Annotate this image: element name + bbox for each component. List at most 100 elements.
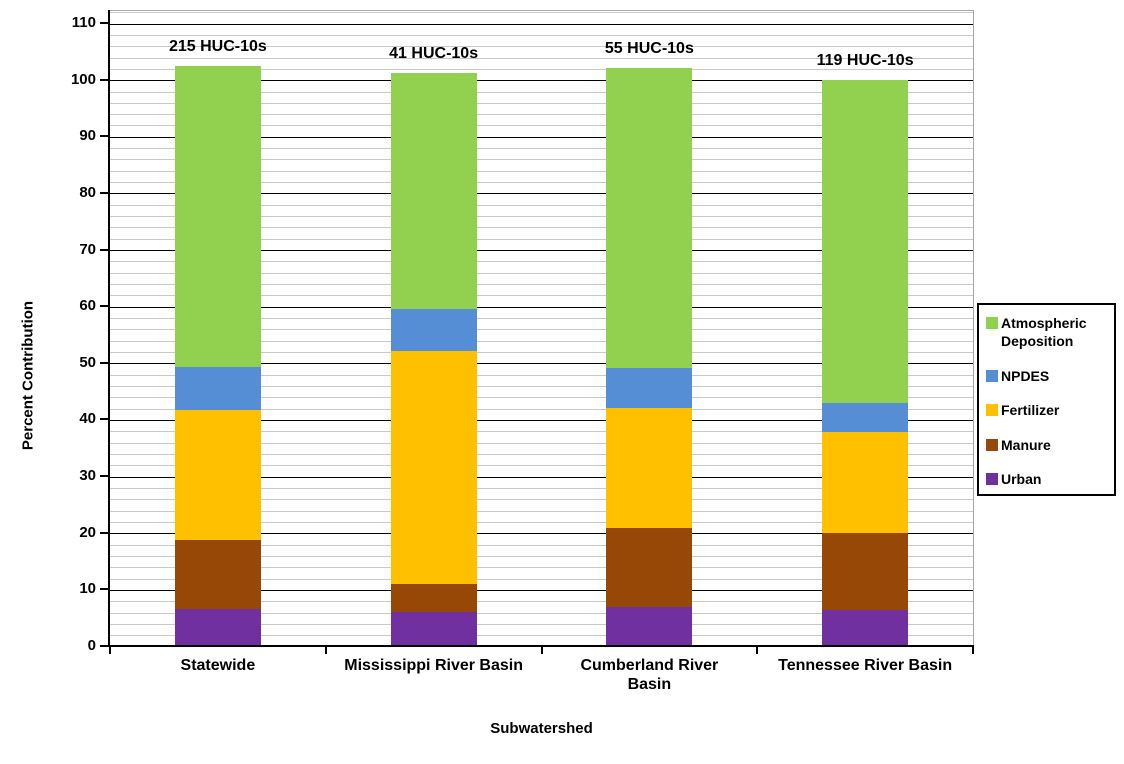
- y-tick-label: 40: [79, 410, 96, 428]
- y-tick-mark: [100, 248, 108, 251]
- gridline: [110, 578, 973, 580]
- x-tick-mark: [972, 646, 974, 654]
- bar-segment-atmospheric-deposition: [390, 73, 477, 310]
- x-axis-title: Subwatershed: [490, 720, 593, 737]
- gridline: [110, 363, 973, 365]
- bar-annotation: 215 HUC-10s: [168, 37, 267, 55]
- gridline: [110, 159, 973, 161]
- y-tick-label: 70: [79, 240, 96, 258]
- gridline: [110, 555, 973, 557]
- gridline: [110, 306, 973, 308]
- y-tick-mark: [100, 588, 108, 591]
- gridline: [110, 12, 973, 14]
- bar-segment-npdes: [174, 366, 261, 410]
- legend-label-line: Deposition: [1001, 333, 1074, 349]
- y-tick-label: 80: [79, 183, 96, 201]
- gridline: [110, 102, 973, 104]
- bar-segment-manure: [606, 528, 693, 608]
- category-label-line: Cumberland River: [580, 657, 719, 674]
- y-tick-mark: [100, 645, 108, 647]
- gridline: [110, 487, 973, 489]
- bar-segment-urban: [822, 610, 909, 647]
- category-label: Tennessee River Basin: [757, 656, 973, 675]
- category-label-line: Basin: [627, 676, 672, 693]
- gridline: [110, 499, 973, 501]
- category-label-line: Statewide: [180, 657, 256, 674]
- legend-label: Atmospheric Deposition: [1001, 314, 1087, 350]
- gridline: [110, 329, 973, 331]
- gridline: [110, 68, 973, 70]
- legend-label: NPDES: [1001, 367, 1049, 385]
- gridline: [110, 216, 973, 218]
- y-tick-mark: [100, 305, 108, 308]
- legend-marker-swatch: [986, 473, 998, 485]
- gridline: [110, 250, 973, 252]
- legend-item-urban: Urban: [986, 470, 1110, 488]
- plot-area: [110, 10, 974, 647]
- bar-segment-npdes: [390, 309, 477, 352]
- category-label-line: Mississippi River Basin: [344, 657, 523, 674]
- gridline: [110, 544, 973, 546]
- gridline: [110, 521, 973, 523]
- bar-segment-atmospheric-deposition: [174, 65, 261, 367]
- y-tick-mark: [100, 78, 108, 81]
- gridline: [110, 533, 973, 535]
- gridline: [110, 148, 973, 150]
- bar-annotation: 41 HUC-10s: [389, 45, 479, 63]
- gridline: [110, 34, 973, 36]
- gridline: [110, 431, 973, 433]
- gridline: [110, 284, 973, 286]
- gridline: [110, 80, 973, 82]
- gridline: [110, 227, 973, 229]
- gridline: [110, 318, 973, 320]
- legend-item-atmospheric-deposition: Atmospheric Deposition: [986, 314, 1110, 350]
- y-tick-label: 90: [79, 127, 96, 145]
- gridline: [110, 465, 973, 467]
- legend-marker-swatch: [986, 438, 998, 451]
- gridline: [110, 419, 973, 421]
- gridline: [110, 204, 973, 206]
- gridline: [110, 442, 973, 444]
- legend-label-line: Urban: [1001, 471, 1042, 487]
- y-tick-mark: [100, 361, 108, 364]
- bar-segment-atmospheric-deposition: [606, 68, 693, 369]
- gridline: [110, 397, 973, 399]
- category-label: Mississippi River Basin: [326, 656, 542, 675]
- bar-segment-fertilizer: [174, 409, 261, 540]
- bar-segment-fertilizer: [822, 431, 909, 533]
- bar-segment-atmospheric-deposition: [822, 79, 909, 404]
- x-tick-mark: [540, 646, 543, 654]
- gridline: [110, 352, 973, 354]
- legend-marker-swatch: [986, 317, 998, 329]
- gridline: [110, 385, 973, 387]
- legend-item-manure: Manure: [986, 436, 1110, 454]
- gridline: [110, 272, 973, 274]
- gridline: [110, 635, 973, 637]
- bar-segment-urban: [606, 607, 693, 647]
- legend-label-line: Fertilizer: [1001, 402, 1060, 418]
- gridline: [110, 125, 973, 127]
- gridline: [110, 23, 973, 25]
- y-tick-label: 30: [79, 467, 96, 485]
- bar-segment-npdes: [822, 403, 909, 432]
- gridline: [110, 623, 973, 625]
- gridline: [110, 295, 973, 297]
- bar-annotation: 119 HUC-10s: [816, 51, 914, 69]
- gridline: [110, 408, 973, 410]
- category-label: Statewide: [110, 656, 326, 675]
- gridline: [110, 46, 973, 48]
- y-tick-label: 110: [71, 14, 96, 32]
- legend-label: Manure: [1001, 436, 1051, 454]
- y-tick-mark: [100, 22, 108, 25]
- y-tick-mark: [100, 475, 108, 478]
- legend-item-fertilizer: Fertilizer: [986, 401, 1110, 419]
- bar-segment-manure: [822, 532, 909, 611]
- legend-label: Fertilizer: [1001, 401, 1059, 419]
- gridline: [110, 261, 973, 263]
- gridline: [110, 567, 973, 569]
- gridline: [110, 182, 973, 184]
- legend-label-line: Manure: [1001, 436, 1051, 453]
- legend: Atmospheric Deposition NPDES Fertilizer Manu…: [977, 303, 1116, 496]
- legend-label-line: Atmospheric: [1001, 315, 1087, 331]
- y-tick-mark: [100, 531, 108, 534]
